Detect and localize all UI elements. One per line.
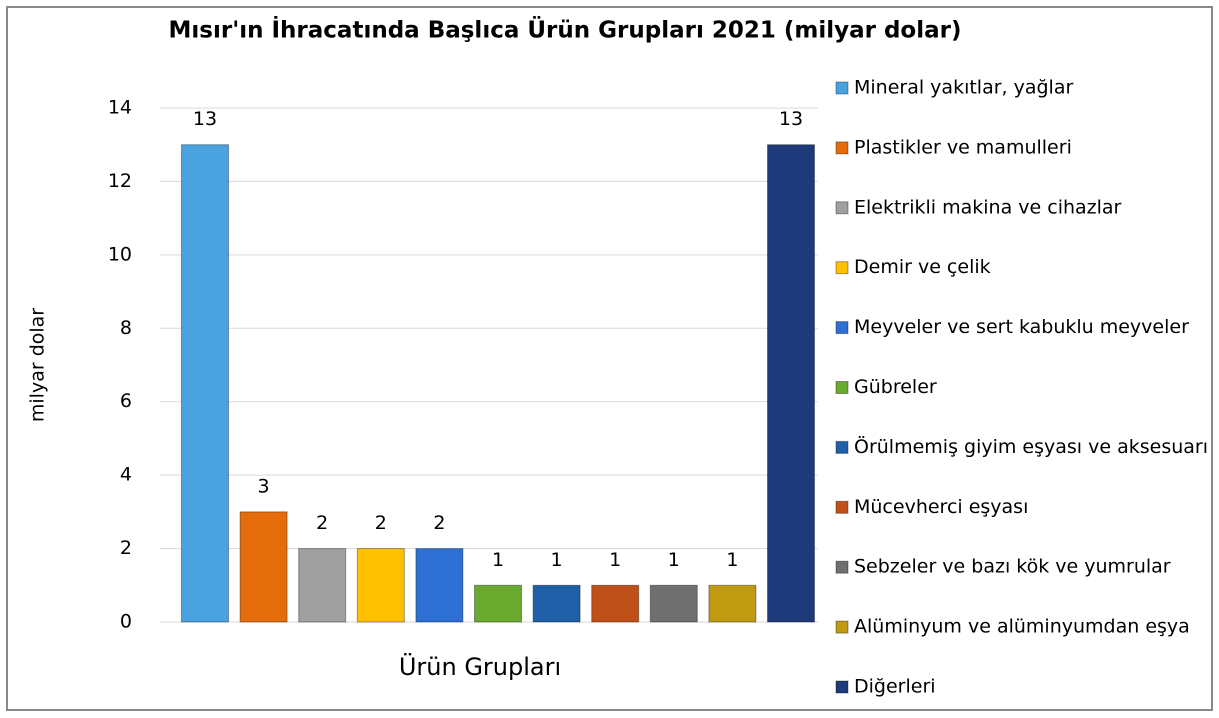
y-tick-label: 4 (120, 464, 132, 486)
legend-swatch (835, 680, 849, 694)
bar (708, 584, 757, 623)
x-axis-title: Ürün Grupları (399, 652, 561, 681)
bar (591, 584, 640, 623)
bar (767, 144, 815, 623)
legend-label: Mücevherci eşyası (854, 496, 1028, 518)
bar (415, 548, 464, 623)
bar (532, 584, 581, 623)
data-label: 1 (551, 549, 563, 571)
y-tick-label: 0 (120, 611, 132, 633)
data-label: 3 (258, 475, 270, 497)
data-label: 2 (316, 512, 328, 534)
data-label: 1 (668, 549, 680, 571)
bar (356, 548, 405, 623)
legend-label: Alüminyum ve alüminyumdan eşya (854, 616, 1190, 638)
y-tick-label: 2 (120, 537, 132, 559)
legend-label: Meyveler ve sert kabuklu meyveler (854, 316, 1189, 338)
legend-swatch (835, 321, 849, 335)
bar (239, 511, 288, 623)
bar (181, 144, 229, 623)
legend-swatch (835, 81, 849, 95)
y-tick-label: 6 (120, 390, 132, 412)
legend-swatch (835, 381, 849, 394)
legend-label: Diğerleri (854, 676, 936, 698)
y-tick-label: 14 (108, 97, 132, 119)
y-tick-label: 10 (108, 243, 132, 265)
legend-swatch (835, 620, 849, 634)
bar (474, 584, 522, 623)
data-label: 2 (375, 512, 387, 534)
legend-swatch (835, 201, 849, 215)
bar (298, 548, 347, 623)
legend-label: Gübreler (854, 376, 937, 398)
legend-swatch (835, 261, 849, 275)
legend-label: Plastikler ve mamulleri (854, 136, 1072, 158)
data-label: 1 (492, 549, 504, 571)
data-label: 1 (609, 549, 621, 571)
legend-swatch (835, 141, 849, 155)
legend-label: Demir ve çelik (854, 256, 991, 278)
data-label: 2 (433, 512, 445, 534)
y-axis-title: milyar dolar (27, 308, 49, 422)
legend-label: Mineral yakıtlar, yağlar (854, 77, 1073, 99)
legend-label: Elektrikli makina ve cihazlar (854, 196, 1122, 218)
bar (649, 584, 698, 623)
y-tick-label: 12 (108, 170, 132, 192)
chart-title: Mısır'ın İhracatında Başlıca Ürün Grupla… (169, 16, 962, 44)
legend-swatch (835, 560, 849, 574)
legend-label: Sebzeler ve bazı kök ve yumrular (854, 556, 1171, 578)
y-tick-label: 8 (120, 317, 132, 339)
legend-swatch (835, 500, 849, 514)
data-label: 13 (193, 108, 217, 130)
data-label: 1 (726, 549, 738, 571)
legend-label: Örülmemiş giyim eşyası ve aksesuarı (854, 435, 1208, 458)
data-label: 13 (779, 108, 803, 130)
legend-swatch (835, 440, 849, 454)
